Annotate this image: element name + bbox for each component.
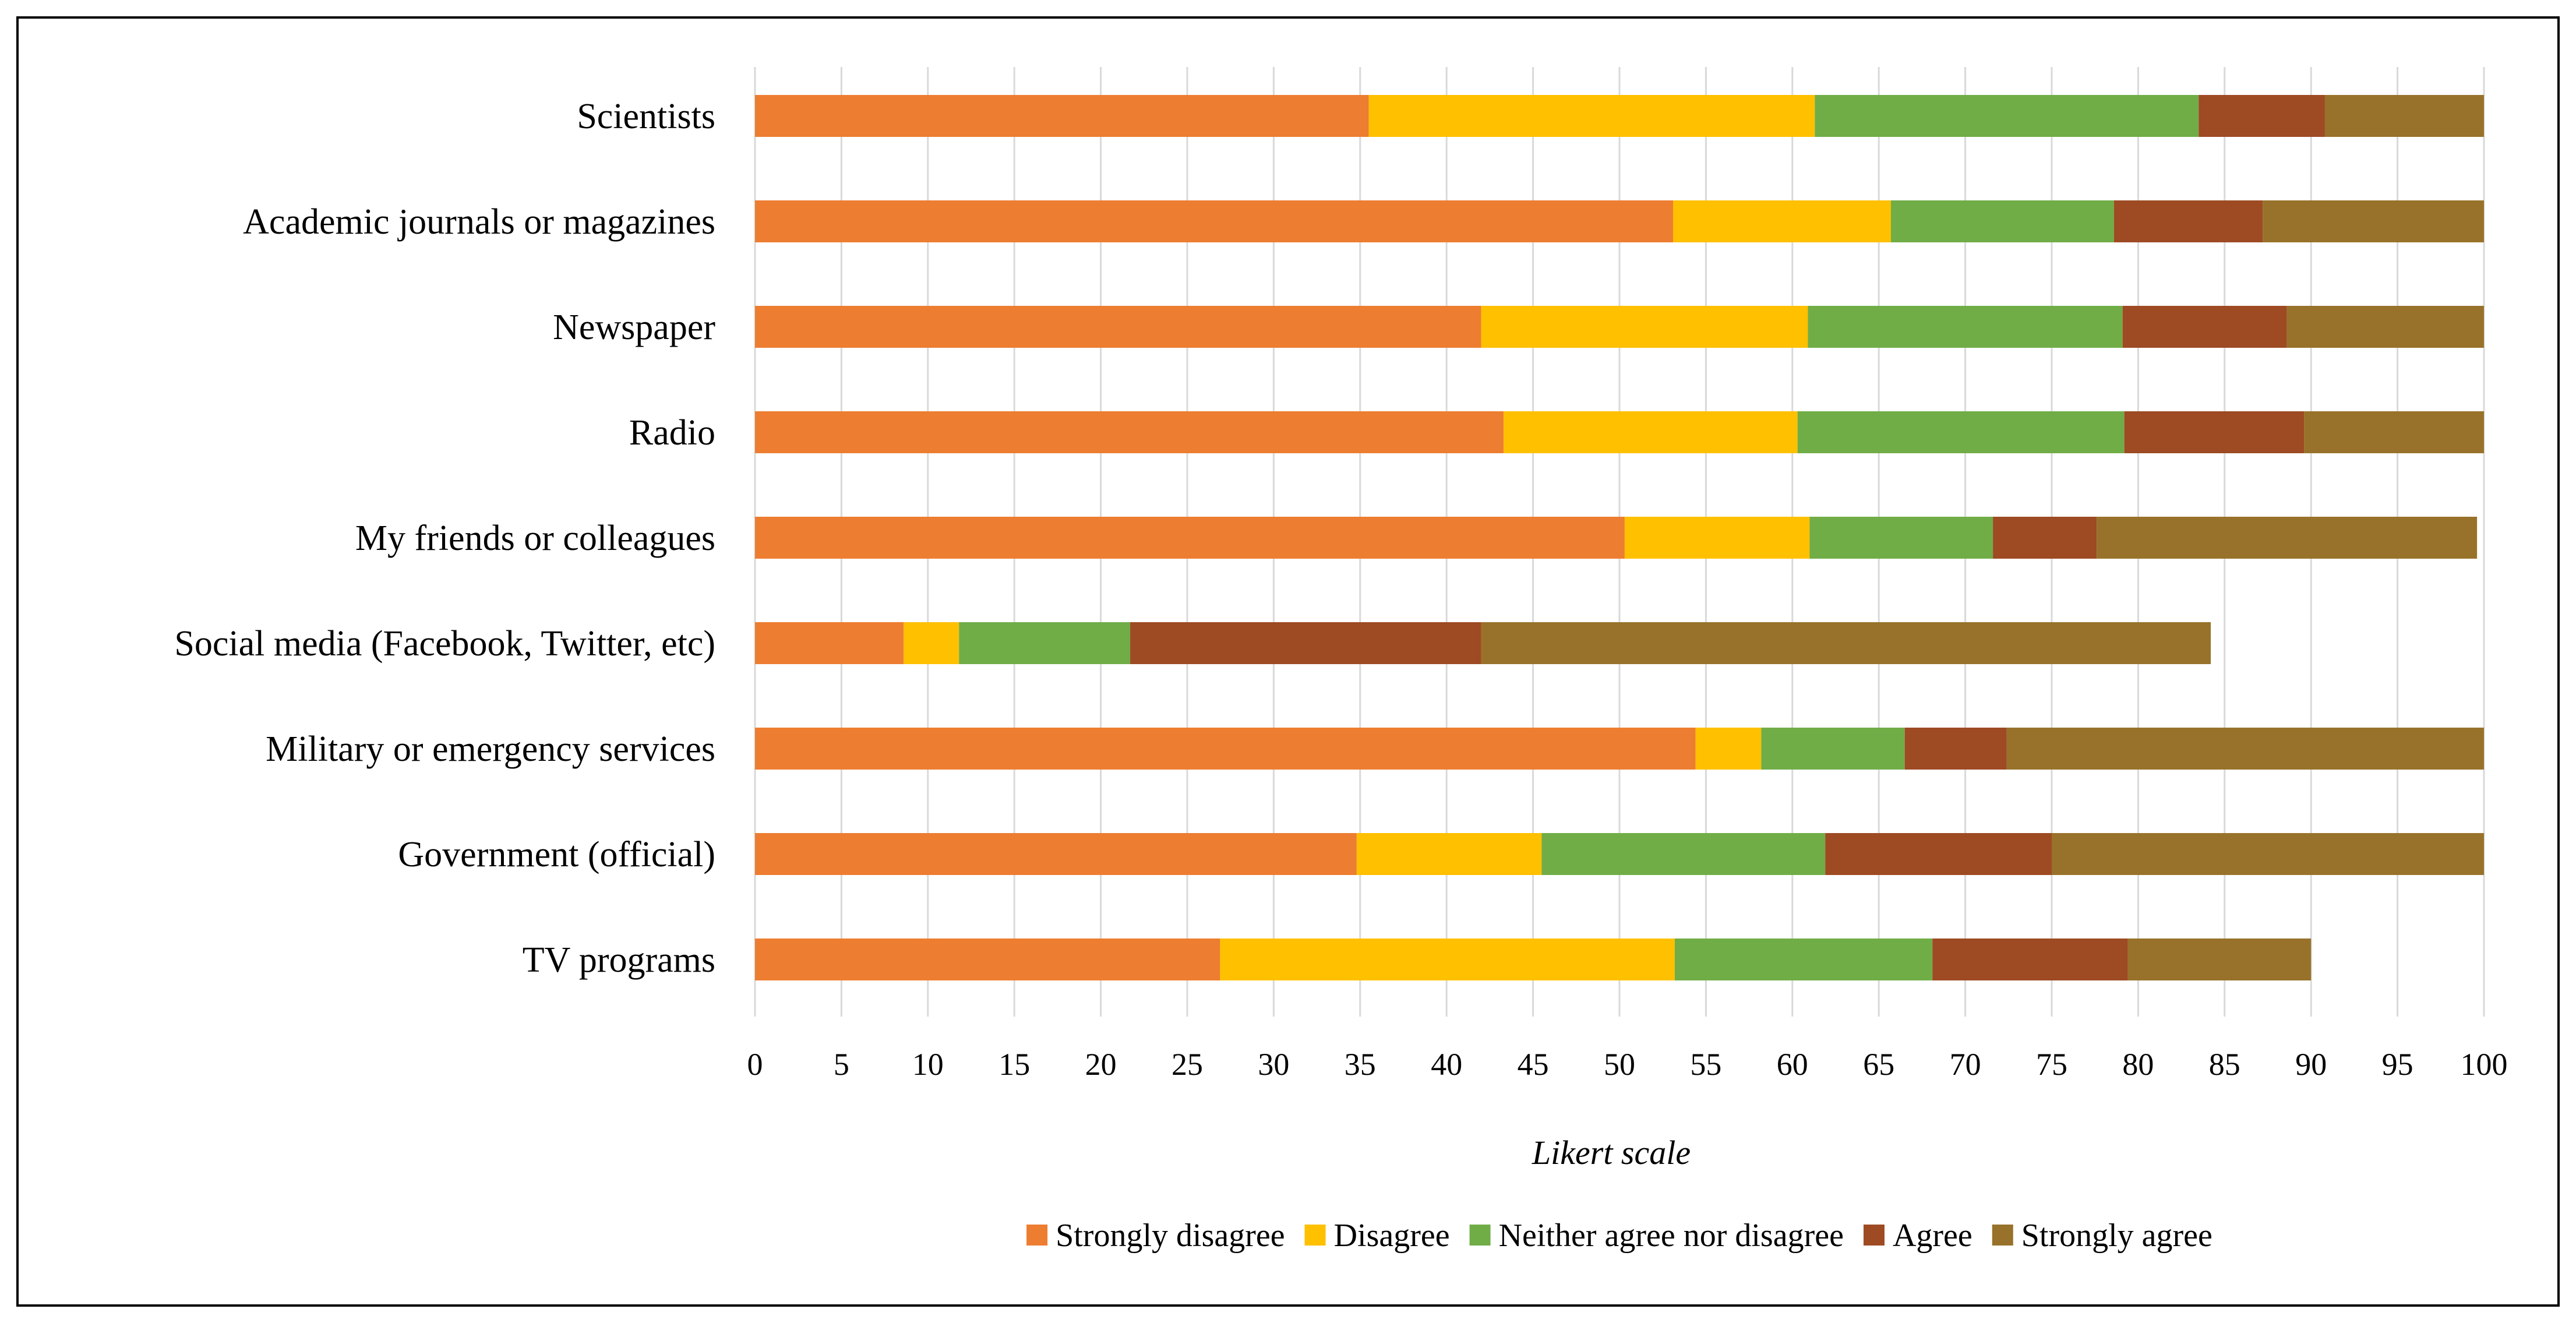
x-tick-label: 90 bbox=[2295, 1047, 2327, 1082]
category-labels: Scientists Academic journals or magazines… bbox=[174, 97, 715, 980]
bar-segment bbox=[1541, 833, 1826, 875]
bar-segment bbox=[1130, 622, 1481, 664]
legend-swatch bbox=[1863, 1225, 1885, 1246]
bar-segment bbox=[1674, 939, 1933, 980]
bar-segment bbox=[2124, 411, 2305, 453]
legend-item: Disagree bbox=[1304, 1218, 1450, 1254]
x-tick-label: 45 bbox=[1518, 1047, 1549, 1082]
bar-segment bbox=[1368, 95, 1815, 137]
x-tick-label: 20 bbox=[1085, 1047, 1117, 1082]
x-tick-label: 25 bbox=[1171, 1047, 1203, 1082]
legend-label: Agree bbox=[1893, 1218, 1972, 1254]
category-label: Academic journals or magazines bbox=[243, 202, 715, 242]
x-tick-label: 50 bbox=[1604, 1047, 1635, 1082]
legend-swatch bbox=[1026, 1225, 1048, 1246]
category-label: Radio bbox=[629, 413, 715, 453]
bar-segment bbox=[2304, 411, 2484, 453]
legend-swatch bbox=[1469, 1225, 1491, 1246]
bars bbox=[755, 95, 2484, 980]
bar-segment bbox=[1932, 939, 2128, 980]
bar-segment bbox=[2127, 939, 2312, 980]
bar-segment bbox=[2113, 200, 2263, 242]
bar-segment bbox=[1695, 728, 1762, 770]
bar-segment bbox=[1220, 939, 1675, 980]
bar-segment bbox=[1673, 200, 1891, 242]
bar-segment bbox=[2324, 95, 2484, 137]
bar-segment bbox=[755, 200, 1674, 242]
x-tick-label: 40 bbox=[1431, 1047, 1462, 1082]
legend-swatch bbox=[1992, 1225, 2013, 1246]
category-label: Social media (Facebook, Twitter, etc) bbox=[174, 624, 715, 664]
bar-segment bbox=[755, 622, 904, 664]
legend-label: Strongly disagree bbox=[1056, 1218, 1285, 1254]
legend-label: Disagree bbox=[1334, 1218, 1450, 1254]
x-axis-title: Likert scale bbox=[1532, 1134, 1691, 1172]
category-label: Scientists bbox=[577, 97, 715, 136]
bar-segment bbox=[2199, 95, 2325, 137]
legend-item: Strongly agree bbox=[1992, 1218, 2212, 1254]
legend-item: Strongly disagree bbox=[1026, 1218, 1285, 1254]
bar-segment bbox=[1797, 411, 2125, 453]
bar-segment bbox=[959, 622, 1131, 664]
legend-item: Neither agree nor disagree bbox=[1469, 1218, 1844, 1254]
bar-segment bbox=[1815, 95, 2199, 137]
category-label: My friends or colleagues bbox=[355, 518, 715, 558]
category-label: Newspaper bbox=[553, 308, 715, 347]
x-tick-label: 0 bbox=[747, 1047, 763, 1082]
bar-segment bbox=[2286, 306, 2484, 348]
bar-segment bbox=[755, 517, 1625, 559]
legend: Strongly disagree Disagree Neither agree n… bbox=[1026, 1218, 2212, 1254]
bar-segment bbox=[2263, 200, 2484, 242]
category-label: Government (official) bbox=[398, 835, 715, 874]
bar-segment bbox=[2052, 833, 2484, 875]
bar-segment bbox=[1890, 200, 2114, 242]
x-tick-label: 65 bbox=[1863, 1047, 1894, 1082]
chart-border bbox=[16, 16, 2560, 1307]
legend-label: Neither agree nor disagree bbox=[1499, 1218, 1844, 1254]
bar-segment bbox=[755, 306, 1481, 348]
x-tick-labels: 0 5 10 15 20 25 30 35 40 45 50 55 60 65 70 75 80 85 90 95 10… bbox=[747, 1047, 2508, 1082]
bar-segment bbox=[755, 833, 1357, 875]
x-tick-label: 70 bbox=[1950, 1047, 1981, 1082]
x-tick-label: 10 bbox=[912, 1047, 944, 1082]
legend-label: Strongly agree bbox=[2021, 1218, 2212, 1254]
x-tick-label: 60 bbox=[1777, 1047, 1808, 1082]
category-label: Military or emergency services bbox=[266, 729, 715, 769]
bar-segment bbox=[1481, 306, 1808, 348]
bar-segment bbox=[2006, 728, 2484, 770]
x-tick-label: 5 bbox=[834, 1047, 849, 1082]
bar-segment bbox=[2097, 517, 2478, 559]
bar-segment bbox=[1504, 411, 1798, 453]
x-tick-label: 80 bbox=[2122, 1047, 2154, 1082]
bar-segment bbox=[1808, 306, 2123, 348]
x-tick-label: 35 bbox=[1345, 1047, 1376, 1082]
bar-segment bbox=[1825, 833, 2052, 875]
bar-segment bbox=[1761, 728, 1905, 770]
category-label: TV programs bbox=[523, 940, 715, 980]
x-tick-label: 95 bbox=[2382, 1047, 2413, 1082]
legend-item: Agree bbox=[1863, 1218, 1972, 1254]
bar-segment bbox=[755, 95, 1369, 137]
bar-segment bbox=[755, 939, 1220, 980]
bar-segment bbox=[904, 622, 959, 664]
bar-segment bbox=[1809, 517, 1993, 559]
x-tick-label: 30 bbox=[1258, 1047, 1289, 1082]
x-tick-label: 55 bbox=[1690, 1047, 1721, 1082]
x-tick-label: 15 bbox=[998, 1047, 1030, 1082]
bar-segment bbox=[1904, 728, 2007, 770]
x-tick-label: 75 bbox=[2036, 1047, 2067, 1082]
x-tick-label: 85 bbox=[2209, 1047, 2240, 1082]
bar-segment bbox=[755, 411, 1504, 453]
bar-segment bbox=[1993, 517, 2097, 559]
x-tick-label: 100 bbox=[2461, 1047, 2508, 1082]
bar-segment bbox=[1356, 833, 1542, 875]
bar-segment bbox=[2122, 306, 2287, 348]
bar-segment bbox=[1481, 622, 2211, 664]
bar-segment bbox=[1624, 517, 1810, 559]
bar-segment bbox=[755, 728, 1696, 770]
legend-swatch bbox=[1304, 1225, 1326, 1246]
